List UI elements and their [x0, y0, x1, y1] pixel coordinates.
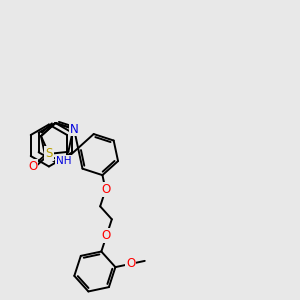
- Text: O: O: [126, 257, 135, 270]
- Text: S: S: [45, 147, 52, 161]
- Text: O: O: [101, 183, 110, 196]
- Text: O: O: [102, 229, 111, 242]
- Text: N: N: [70, 122, 78, 136]
- Text: O: O: [28, 160, 38, 173]
- Text: NH: NH: [56, 156, 71, 166]
